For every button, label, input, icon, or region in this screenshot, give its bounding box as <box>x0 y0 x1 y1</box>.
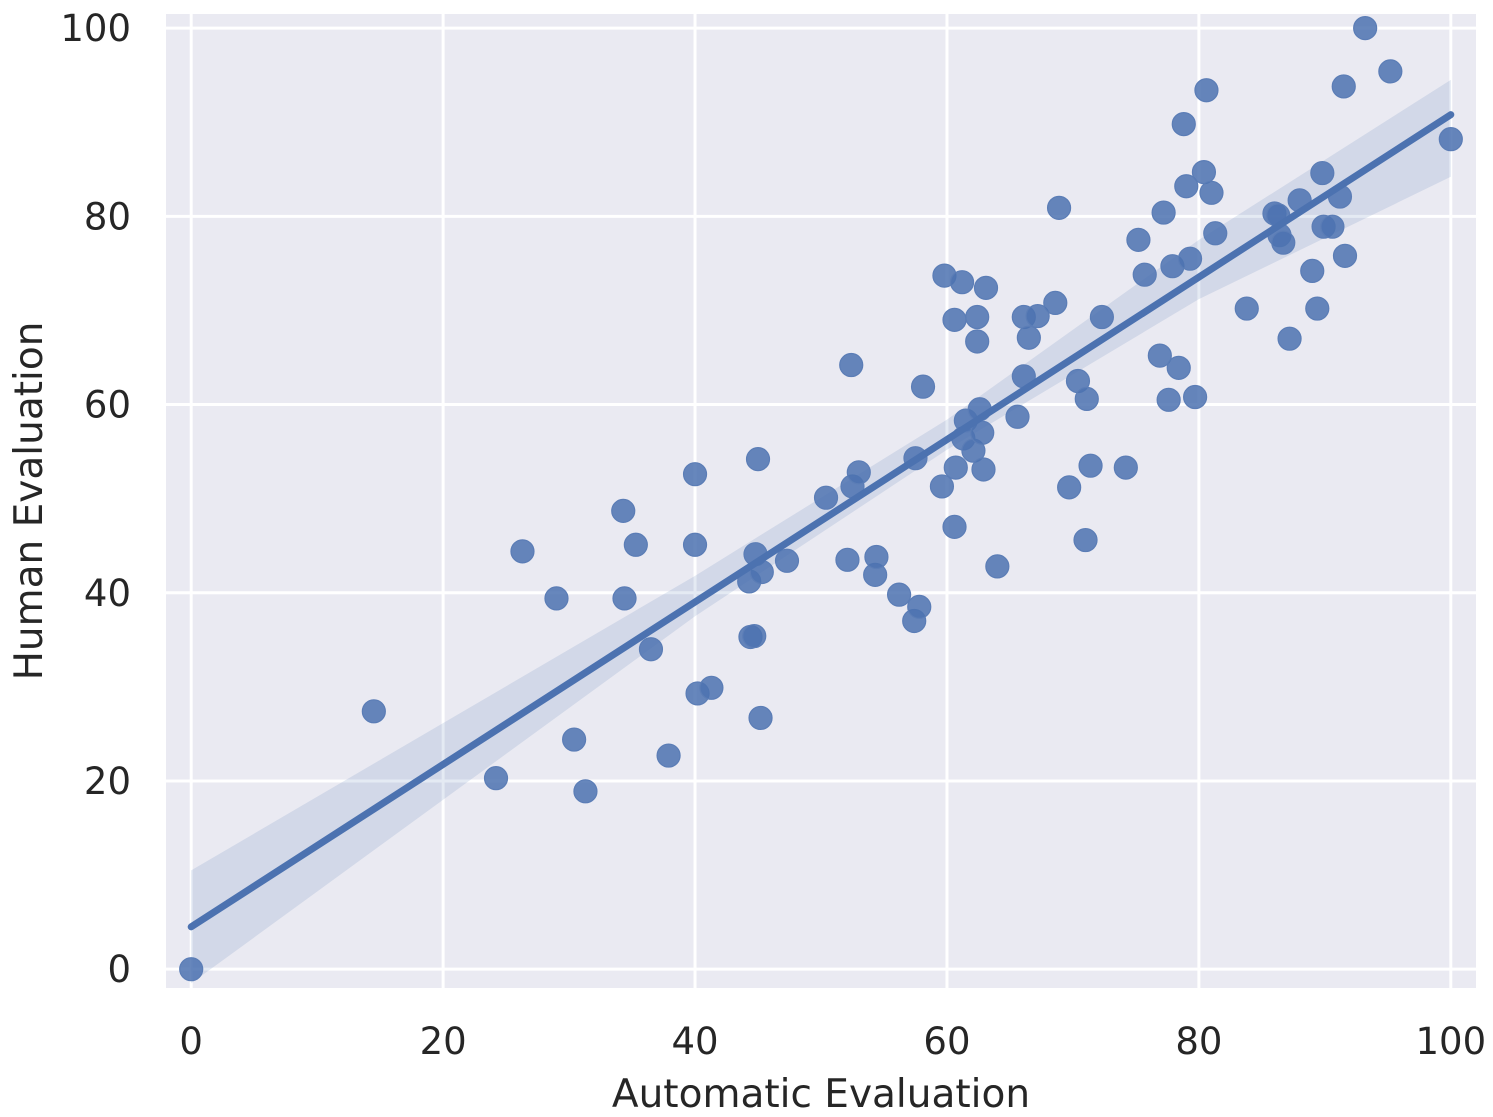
data-point <box>1300 258 1325 284</box>
data-point <box>1438 127 1463 152</box>
data-point <box>483 766 509 791</box>
y-tick-label: 80 <box>84 195 131 238</box>
data-point <box>573 779 598 804</box>
data-point <box>1078 453 1103 478</box>
data-point <box>1183 384 1208 410</box>
data-point <box>943 455 968 480</box>
confidence-band-layer <box>191 79 1451 984</box>
x-axis-label: Automatic Evaluation <box>612 1072 1030 1117</box>
data-point <box>973 275 999 300</box>
data-point <box>1353 16 1378 41</box>
data-point <box>1271 230 1296 255</box>
y-tick-label: 40 <box>84 572 131 615</box>
data-point <box>682 462 708 487</box>
data-point <box>886 582 912 607</box>
data-point <box>1171 112 1196 137</box>
data-point <box>1203 221 1228 246</box>
data-point <box>813 485 839 510</box>
data-point <box>361 699 386 724</box>
data-point <box>985 554 1010 579</box>
data-point <box>1310 160 1335 186</box>
data-point <box>1234 296 1259 321</box>
data-point <box>910 374 936 399</box>
x-tick-label: 0 <box>179 1020 203 1063</box>
data-point <box>1156 387 1181 412</box>
regression-line <box>187 111 1455 931</box>
data-point <box>1166 355 1191 380</box>
data-point <box>907 594 932 619</box>
data-point <box>1199 180 1224 205</box>
data-point <box>544 586 569 611</box>
data-point <box>1174 174 1199 199</box>
data-point <box>623 532 648 557</box>
data-point <box>774 548 800 573</box>
data-point <box>1046 195 1072 220</box>
data-point <box>839 352 864 378</box>
data-point <box>1057 475 1082 500</box>
x-tick-label: 40 <box>671 1020 718 1063</box>
data-point <box>510 539 535 564</box>
data-point <box>745 447 771 472</box>
data-point <box>1191 159 1217 185</box>
y-tick-label: 0 <box>107 948 131 991</box>
y-axis-label: Human Evaluation <box>7 322 52 681</box>
x-tick-label: 80 <box>1175 1020 1222 1063</box>
points-layer <box>179 16 1463 982</box>
data-point <box>965 329 990 354</box>
data-point <box>864 544 889 570</box>
x-tick-label: 20 <box>420 1020 467 1063</box>
data-point <box>699 675 724 700</box>
data-point <box>1177 246 1203 271</box>
tick-label-layer: 0 20 40 60 80 100 0 20 40 60 80 100 <box>60 7 1486 1063</box>
data-point <box>929 474 955 499</box>
data-point <box>1074 386 1099 411</box>
y-tick-label: 100 <box>60 7 131 50</box>
data-point <box>1126 227 1151 252</box>
data-point <box>611 498 636 523</box>
data-point <box>1113 455 1138 480</box>
data-point <box>562 727 587 752</box>
data-point <box>1378 59 1403 84</box>
grid-layer <box>166 14 1476 988</box>
data-point <box>1332 243 1358 268</box>
data-point <box>835 547 860 572</box>
data-point <box>179 957 204 982</box>
y-tick-label: 20 <box>84 760 131 803</box>
data-point <box>1147 343 1172 368</box>
data-point <box>1043 290 1068 316</box>
data-point <box>638 637 664 662</box>
data-point <box>682 532 708 557</box>
data-point <box>1073 527 1098 553</box>
confidence-band <box>191 79 1451 984</box>
data-point <box>1305 296 1330 321</box>
data-point <box>748 705 773 731</box>
data-point <box>942 514 967 539</box>
data-point <box>1132 262 1157 287</box>
data-point <box>1089 304 1114 330</box>
data-point <box>1151 200 1176 225</box>
data-point <box>846 460 871 485</box>
data-point <box>1277 326 1302 351</box>
x-tick-label: 60 <box>923 1020 970 1063</box>
data-point <box>742 623 767 649</box>
data-point <box>965 304 990 330</box>
data-point <box>1194 78 1219 103</box>
data-point <box>612 586 637 611</box>
data-point <box>656 743 681 768</box>
data-point <box>1331 74 1356 99</box>
data-point <box>970 420 995 445</box>
data-point <box>942 307 967 332</box>
data-point <box>1025 303 1050 329</box>
data-point <box>971 457 996 482</box>
y-tick-label: 60 <box>84 384 131 427</box>
data-point <box>949 270 975 295</box>
regression-line-layer <box>187 111 1455 931</box>
data-point <box>1005 404 1030 429</box>
data-point <box>1320 214 1345 239</box>
data-point <box>1016 325 1041 350</box>
x-tick-label: 100 <box>1415 1020 1486 1063</box>
